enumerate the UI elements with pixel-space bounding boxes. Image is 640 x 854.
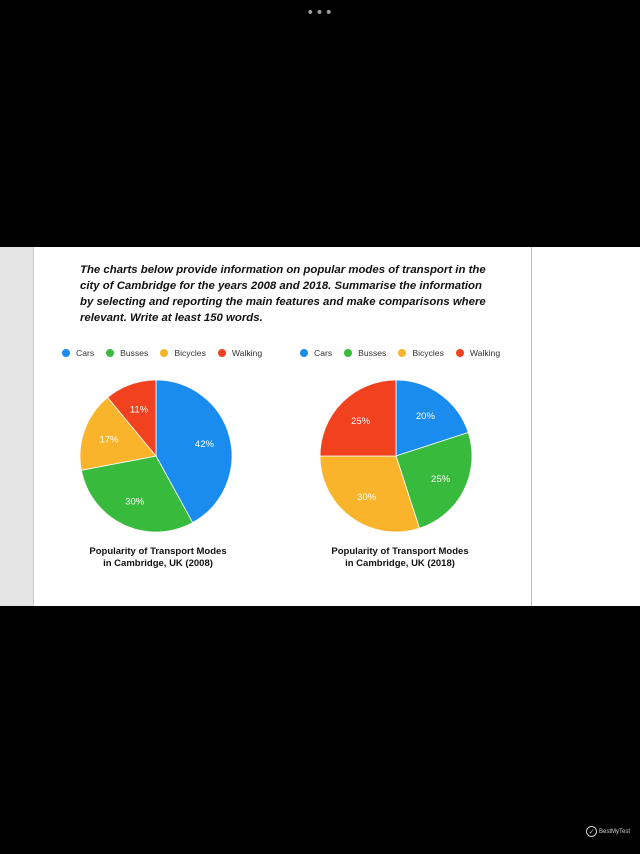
slice-label-busses: 30%: [125, 497, 145, 508]
pie-slice-cars: [155, 379, 233, 524]
page-divider: [531, 247, 532, 606]
watermark-text: BestMyTest: [599, 828, 631, 835]
bicycles-swatch: [160, 349, 169, 357]
pie-slice-cars: [395, 379, 469, 457]
legend-item-busses: Busses: [344, 348, 386, 358]
slice-label-bicycles: 30%: [357, 492, 377, 503]
pie-slice-walking: [106, 379, 157, 458]
document-page: The charts below provide information on …: [0, 247, 640, 606]
legend-label: Bicycles: [412, 348, 444, 358]
pie-chart-2008: 42% 30% 17% 11%: [79, 379, 233, 533]
prompt-line: by selecting and reporting the main feat…: [80, 296, 486, 308]
walking-swatch: [217, 349, 226, 357]
prompt-line: city of Cambridge for the years 2008 and…: [80, 280, 482, 292]
legend-item-cars: Cars: [62, 348, 94, 358]
legend-item-busses: Busses: [106, 348, 148, 358]
chart-title-2008: Popularity of Transport Modes in Cambrid…: [58, 546, 258, 570]
legend-label: Bicycles: [174, 348, 206, 358]
cars-swatch: [300, 349, 308, 357]
prompt-line: The charts below provide information on …: [80, 264, 486, 276]
pie-slice-walking: [319, 379, 397, 457]
legend-label: Busses: [358, 348, 387, 358]
legend-item-bicycles: Bicycles: [398, 348, 444, 358]
legend-label: Walking: [469, 348, 501, 358]
walking-swatch: [455, 349, 464, 357]
bicycles-swatch: [398, 349, 407, 357]
slice-label-cars: 20%: [416, 411, 436, 422]
pie-slice-busses: [80, 455, 194, 533]
pie-slice-bicycles: [79, 396, 157, 471]
slice-label-cars: 42%: [195, 439, 215, 450]
legend-item-walking: Walking: [455, 348, 501, 358]
chart-title-line: Popularity of Transport Modes: [331, 546, 469, 557]
legend-item-cars: Cars: [300, 348, 332, 358]
task-prompt: The charts below provide information on …: [80, 262, 500, 326]
legend-item-walking: Walking: [217, 348, 263, 358]
left-margin-strip: [0, 247, 34, 606]
watermark-logo: ✓ BestMyTest: [586, 826, 630, 837]
legend-label: Cars: [314, 348, 333, 358]
checkmark-icon: ✓: [586, 826, 597, 837]
legend-label: Busses: [120, 348, 149, 358]
slice-label-busses: 25%: [431, 474, 451, 485]
slice-label-walking: 25%: [351, 416, 371, 427]
status-dots[interactable]: •••: [306, 5, 334, 21]
slice-label-bicycles: 17%: [99, 435, 119, 446]
busses-swatch: [106, 349, 115, 357]
pie-slice-busses: [395, 432, 473, 529]
legend-label: Cars: [76, 348, 95, 358]
legend-2018: Cars Busses Bicycles Walking: [300, 348, 512, 358]
pie-slice-bicycles: [319, 455, 420, 533]
legend-label: Walking: [231, 348, 263, 358]
busses-swatch: [344, 349, 353, 357]
cars-swatch: [62, 349, 70, 357]
slice-label-walking: 11%: [130, 404, 149, 415]
chart-title-line: in Cambridge, UK (2018): [345, 558, 455, 569]
legend-item-bicycles: Bicycles: [160, 348, 206, 358]
chart-title-line: Popularity of Transport Modes: [89, 546, 227, 557]
prompt-line: relevant. Write at least 150 words.: [80, 312, 263, 324]
legend-2008: Cars Busses Bicycles Walking: [62, 348, 274, 358]
pie-chart-2018: 20% 25% 30% 25%: [319, 379, 473, 533]
chart-title-line: in Cambridge, UK (2008): [103, 558, 213, 569]
chart-title-2018: Popularity of Transport Modes in Cambrid…: [300, 546, 500, 570]
